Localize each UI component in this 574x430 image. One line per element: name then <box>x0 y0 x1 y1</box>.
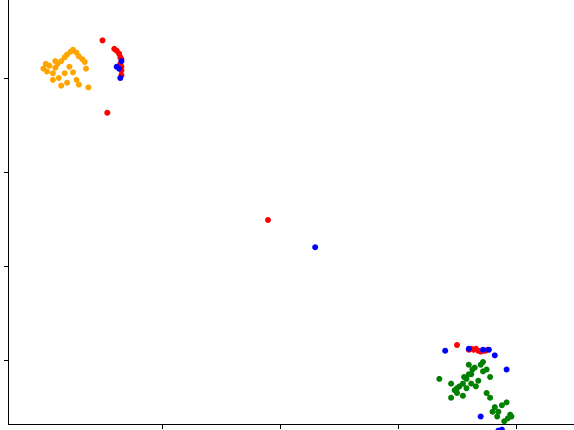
data-point <box>66 63 73 70</box>
data-point <box>42 60 49 67</box>
data-point <box>487 374 494 380</box>
data-point <box>468 380 475 387</box>
data-point <box>118 58 125 65</box>
data-point <box>436 375 443 382</box>
data-point <box>117 75 124 81</box>
data-point <box>104 109 111 116</box>
data-point <box>442 347 449 354</box>
data-point <box>494 413 501 420</box>
data-point <box>477 413 484 420</box>
data-point <box>99 37 106 44</box>
data-point <box>64 79 71 86</box>
data-point <box>461 374 468 380</box>
data-point <box>472 383 479 390</box>
data-point <box>73 76 80 83</box>
data-point <box>498 402 505 409</box>
data-point <box>448 380 455 387</box>
data-point <box>489 408 496 415</box>
data-point <box>70 69 76 76</box>
data-point <box>459 380 466 387</box>
data-point <box>459 392 466 399</box>
data-point <box>55 75 62 81</box>
data-point <box>75 81 82 88</box>
data-point <box>49 70 56 77</box>
data-point <box>113 63 120 70</box>
data-point <box>487 394 494 401</box>
data-point <box>503 366 510 373</box>
data-point <box>454 342 460 348</box>
data-point <box>312 244 319 251</box>
data-points <box>40 37 515 430</box>
axes <box>4 0 574 429</box>
data-point <box>498 426 505 430</box>
data-point <box>495 408 502 415</box>
data-point <box>465 345 472 352</box>
data-point <box>58 58 65 65</box>
data-point <box>468 371 475 378</box>
data-point <box>448 394 455 401</box>
data-point <box>480 368 486 375</box>
data-point <box>503 399 510 406</box>
data-point <box>44 68 50 75</box>
data-point <box>83 65 89 72</box>
data-point <box>463 385 470 392</box>
data-point <box>49 76 56 83</box>
data-point <box>451 387 458 394</box>
data-point <box>475 377 482 384</box>
data-point <box>58 82 65 89</box>
data-point <box>480 359 486 365</box>
data-point <box>491 352 498 359</box>
data-point <box>265 217 271 223</box>
data-point <box>471 364 478 371</box>
data-point <box>85 84 92 91</box>
data-point <box>483 390 490 396</box>
data-point <box>480 346 486 353</box>
data-point <box>465 361 472 368</box>
data-point <box>61 70 68 77</box>
data-point <box>52 58 59 65</box>
data-point <box>485 346 492 353</box>
data-point <box>491 404 498 411</box>
data-point <box>81 59 88 65</box>
data-point <box>508 413 515 420</box>
